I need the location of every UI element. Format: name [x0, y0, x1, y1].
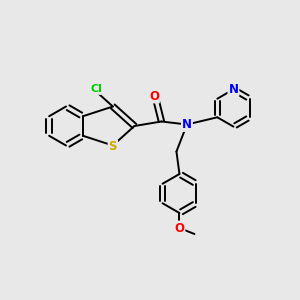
Text: N: N [228, 83, 239, 96]
Text: N: N [182, 118, 192, 131]
Text: Cl: Cl [91, 84, 103, 94]
Text: S: S [109, 140, 117, 154]
Text: O: O [149, 89, 159, 103]
Text: O: O [174, 221, 184, 235]
